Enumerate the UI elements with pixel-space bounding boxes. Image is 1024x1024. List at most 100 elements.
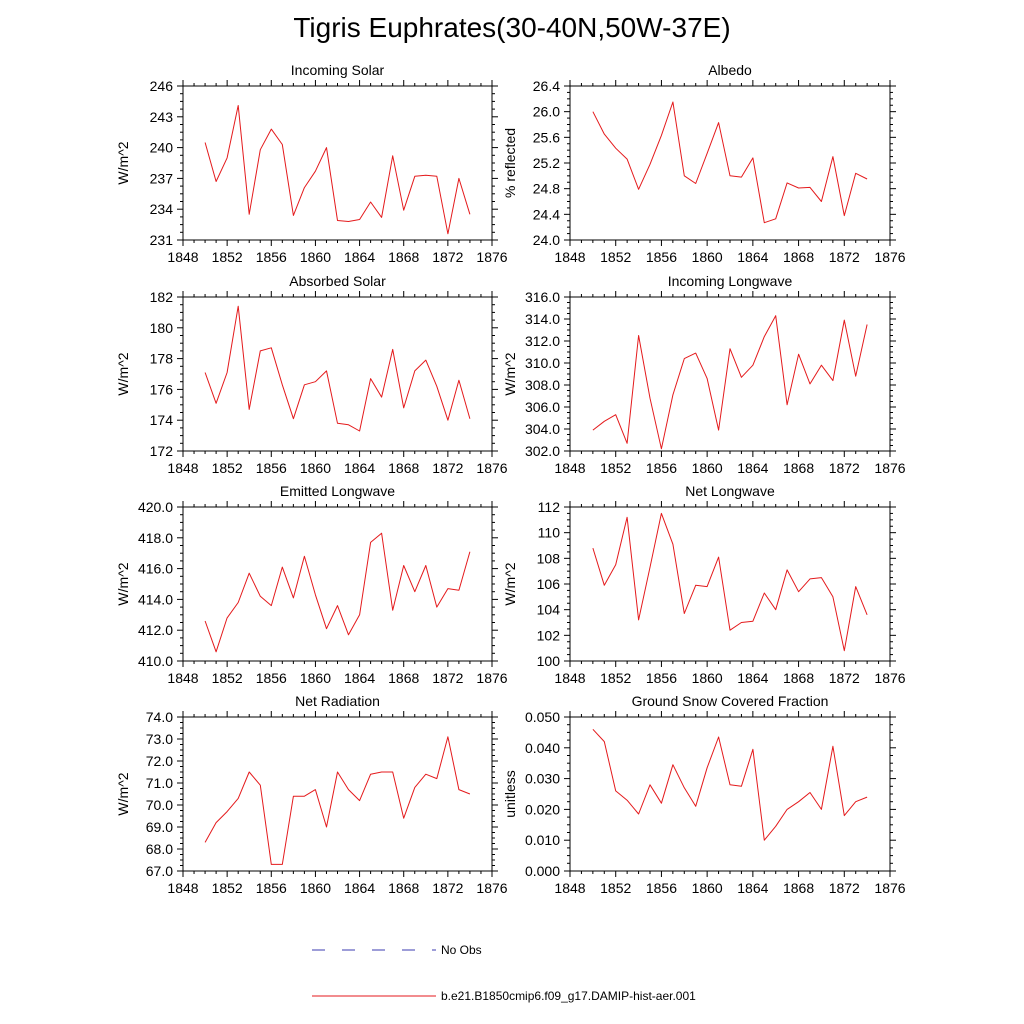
y-tick-label: 308.0 <box>525 377 560 393</box>
y-tick-label: 0.010 <box>525 832 560 848</box>
panel-frame <box>182 296 493 452</box>
y-tick-label: 0.000 <box>525 863 560 879</box>
y-tick-label: 0.020 <box>525 801 560 817</box>
y-tick-label: 0.030 <box>525 771 560 787</box>
panel-title: Absorbed Solar <box>289 273 386 289</box>
x-tick-label: 1868 <box>783 670 814 686</box>
x-tick-label: 1872 <box>829 460 860 476</box>
y-tick-label: 306.0 <box>525 399 560 415</box>
y-tick-label: 69.0 <box>146 819 173 835</box>
x-tick-label: 1864 <box>344 670 375 686</box>
x-tick-label: 1856 <box>256 249 287 265</box>
y-tick-label: 180 <box>150 320 174 336</box>
panel-title: Emitted Longwave <box>280 483 395 499</box>
series-line-0 <box>592 315 868 450</box>
y-tick-label: 67.0 <box>146 863 173 879</box>
x-tick-label: 1848 <box>167 880 198 896</box>
series-line-0 <box>592 101 868 224</box>
x-tick-label: 1856 <box>256 460 287 476</box>
panel-frame <box>569 716 891 872</box>
x-tick-label: 1868 <box>388 670 419 686</box>
x-tick-label: 1868 <box>388 460 419 476</box>
y-tick-label: 24.4 <box>533 206 560 222</box>
series-line-0 <box>204 305 471 432</box>
legend-label-no-obs: No Obs <box>441 943 482 957</box>
y-tick-label: 104 <box>537 602 561 618</box>
x-tick-label: 1856 <box>256 880 287 896</box>
y-tick-label: 410.0 <box>138 653 173 669</box>
x-tick-label: 1856 <box>256 670 287 686</box>
y-tick-label: 174 <box>150 412 174 428</box>
y-tick-label: 316.0 <box>525 289 560 305</box>
y-tick-label: 100 <box>537 653 561 669</box>
y-tick-label: 0.040 <box>525 740 560 756</box>
series-line-0 <box>204 105 471 235</box>
x-tick-label: 1876 <box>476 880 507 896</box>
y-tick-label: 106 <box>537 576 561 592</box>
y-tick-label: 26.4 <box>533 78 560 94</box>
y-tick-label: 172 <box>150 443 174 459</box>
x-tick-label: 1848 <box>554 460 585 476</box>
x-tick-label: 1860 <box>692 670 723 686</box>
y-tick-label: 25.2 <box>533 155 560 171</box>
series-line-0 <box>592 728 868 841</box>
x-tick-label: 1868 <box>783 460 814 476</box>
y-axis-label: W/m^2 <box>502 352 518 395</box>
y-tick-label: 418.0 <box>138 530 173 546</box>
x-tick-label: 1864 <box>737 249 768 265</box>
y-axis-label: W/m^2 <box>115 141 131 184</box>
y-tick-label: 231 <box>150 232 174 248</box>
x-tick-label: 1856 <box>646 670 677 686</box>
panel-albedo: Albedo % reflected 1848 1852 1856 1860 1864 186… <box>502 62 906 265</box>
x-tick-label: 1848 <box>167 460 198 476</box>
panels-layer: Incoming Solar W/m^2 1848 1852 1856 1860 1864 1… <box>115 62 906 896</box>
x-tick-label: 1860 <box>300 460 331 476</box>
y-tick-label: 102 <box>537 627 561 643</box>
x-tick-label: 1876 <box>874 460 905 476</box>
panel-title: Net Radiation <box>295 693 380 709</box>
legend-label-model: b.e21.B1850cmip6.f09_g17.DAMIP-hist-aer.… <box>441 989 696 1003</box>
y-tick-label: 110 <box>538 525 561 541</box>
panel-title: Incoming Longwave <box>668 273 793 289</box>
series-line-0 <box>204 736 471 865</box>
series-line-0 <box>592 512 868 652</box>
x-tick-label: 1860 <box>300 670 331 686</box>
x-tick-label: 1868 <box>388 880 419 896</box>
x-tick-label: 1864 <box>737 880 768 896</box>
x-tick-label: 1876 <box>874 670 905 686</box>
x-tick-label: 1860 <box>692 880 723 896</box>
x-tick-label: 1860 <box>692 460 723 476</box>
x-tick-label: 1856 <box>646 460 677 476</box>
y-tick-label: 234 <box>150 201 174 217</box>
x-tick-label: 1876 <box>476 670 507 686</box>
panel-incoming-solar: Incoming Solar W/m^2 1848 1852 1856 1860 1864 1… <box>115 62 508 265</box>
x-tick-label: 1872 <box>829 670 860 686</box>
legend: No Obs b.e21.B1850cmip6.f09_g17.DAMIP-hi… <box>312 943 696 1003</box>
panel-ground-snow-covered-fraction: Ground Snow Covered Fraction unitless 1848… <box>502 693 906 896</box>
x-tick-label: 1852 <box>600 670 631 686</box>
x-tick-label: 1864 <box>344 460 375 476</box>
x-tick-label: 1852 <box>212 670 243 686</box>
x-tick-label: 1852 <box>212 880 243 896</box>
y-tick-label: 72.0 <box>146 753 173 769</box>
y-axis-label: W/m^2 <box>502 562 518 605</box>
x-tick-label: 1864 <box>344 249 375 265</box>
y-tick-label: 73.0 <box>146 731 173 747</box>
panel-emitted-longwave: Emitted Longwave W/m^2 1848 1852 1856 1860 186… <box>115 483 508 686</box>
y-tick-label: 243 <box>150 109 174 125</box>
x-tick-label: 1876 <box>874 249 905 265</box>
x-tick-label: 1852 <box>600 880 631 896</box>
panel-title: Albedo <box>708 62 752 78</box>
x-tick-label: 1876 <box>874 880 905 896</box>
y-axis-label: W/m^2 <box>115 772 131 815</box>
y-tick-label: 182 <box>150 289 174 305</box>
x-tick-label: 1864 <box>737 460 768 476</box>
panel-frame <box>569 296 891 452</box>
y-tick-label: 0.050 <box>525 709 560 725</box>
panel-absorbed-solar: Absorbed Solar W/m^2 1848 1852 1856 1860 1864 1… <box>115 273 508 476</box>
y-tick-label: 74.0 <box>146 709 173 725</box>
x-tick-label: 1852 <box>600 249 631 265</box>
x-tick-label: 1860 <box>300 880 331 896</box>
series-line-0 <box>204 532 471 653</box>
x-tick-label: 1872 <box>432 249 463 265</box>
